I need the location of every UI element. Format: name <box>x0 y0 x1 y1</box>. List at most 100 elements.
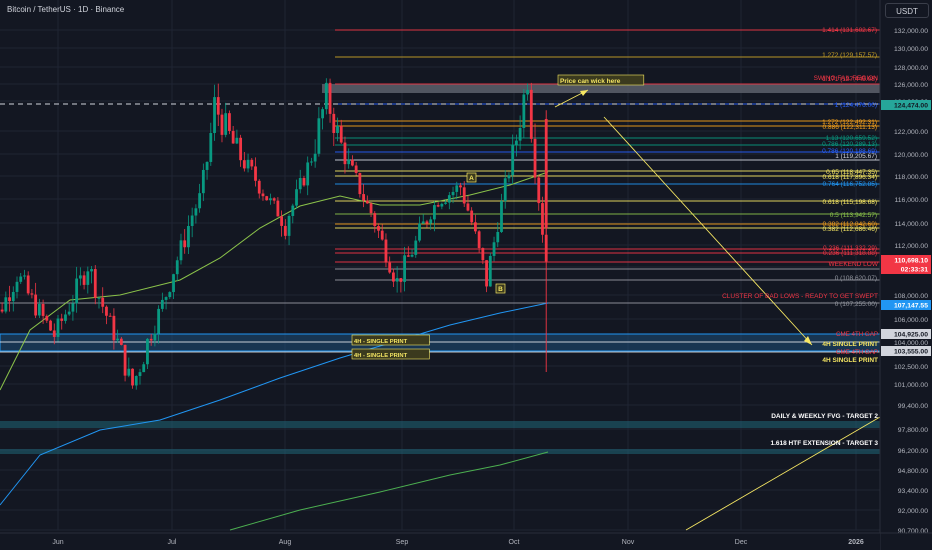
candle-body <box>377 226 380 231</box>
fib-label: 0.618 (117,896.34) <box>823 174 877 181</box>
candle-body <box>149 338 153 341</box>
candle-body <box>399 278 403 282</box>
candle-body <box>67 311 71 315</box>
candle-body <box>455 185 459 192</box>
swing-fail-zone <box>322 84 880 93</box>
candle-body <box>485 260 488 287</box>
candle-body <box>198 193 202 209</box>
target2-label: DAILY & WEEKLY FVG - TARGET 2 <box>771 413 878 420</box>
candle-body <box>280 216 284 226</box>
ext-target3-zone <box>0 449 880 454</box>
x-axis[interactable]: Jun Jul Aug Sep Oct Nov Dec 2026 <box>0 532 932 550</box>
candle-body <box>429 219 433 224</box>
fib-label: 0.764 (116,752.85) <box>823 181 877 188</box>
candle-body <box>380 230 384 240</box>
price-tag-last: 110,698.10 <box>894 258 928 265</box>
candle-body <box>23 275 26 277</box>
candle-body <box>369 203 373 214</box>
ma-short-line <box>0 171 549 391</box>
candle-body <box>105 306 108 316</box>
fib-label: 0.236 (111,332.29) <box>823 245 877 252</box>
candle-body <box>440 203 444 207</box>
fib-label: 0.236 (111,318.88) <box>823 250 877 257</box>
candle-body <box>71 303 75 312</box>
candle-body <box>541 203 544 235</box>
candle-body <box>276 200 280 217</box>
candle-body <box>339 125 343 143</box>
projection-arrow-head <box>804 336 812 345</box>
currency-button[interactable]: USDT <box>885 3 929 18</box>
candle-body <box>358 173 362 195</box>
horizontal-levels <box>0 29 880 304</box>
y-axis-tick: 112,000.00 <box>894 243 928 250</box>
fib-label: 1.414 (131,602.67) <box>822 27 877 34</box>
candle-body <box>500 201 503 232</box>
marker-b: B <box>498 286 503 293</box>
candle-body <box>187 225 190 248</box>
fib-label: 1.13 (120,659.52) <box>826 135 877 142</box>
y-axis-tick: 94,800.00 <box>898 468 928 475</box>
candle-body <box>194 208 198 216</box>
candle-body <box>15 281 19 292</box>
candle-body <box>231 130 235 144</box>
candle-body <box>30 293 34 295</box>
candle-body <box>123 344 127 376</box>
price-tag-level: 103,555.00 <box>894 349 928 356</box>
candle-body <box>239 137 243 161</box>
x-axis-tick: Jun <box>52 539 63 546</box>
fib-label: 0.886 (122,311.13) <box>823 124 877 131</box>
y-axis[interactable]: 132,000.00 130,000.00 128,000.00 126,000.00… <box>879 0 932 550</box>
candle-body <box>388 262 392 273</box>
candle-body <box>131 368 134 386</box>
candle-body <box>295 189 298 206</box>
candle-body <box>172 274 175 293</box>
fib-label: 0.786 (120,188.69) <box>822 148 877 155</box>
x-axis-tick: Oct <box>509 539 520 546</box>
candle-body <box>533 138 537 178</box>
candle-body <box>261 193 265 197</box>
ma-long-line <box>0 302 549 506</box>
candle-body <box>34 294 38 316</box>
x-axis-tick: Aug <box>279 539 292 546</box>
candle-body <box>392 272 395 282</box>
candle-body <box>56 318 60 337</box>
candle-body <box>45 315 49 321</box>
x-axis-tick: 2026 <box>848 539 864 546</box>
cme-gap-label-1: CME 4TH GAP <box>836 331 878 338</box>
marker-a: A <box>469 175 474 182</box>
candle-body <box>481 248 485 261</box>
candle-body <box>421 221 425 224</box>
y-axis-tick: 104,000.00 <box>894 340 928 347</box>
fib-label: 0 (107,255.00) <box>835 301 877 308</box>
fib-label: 1.272 (122,492.31) <box>822 119 877 126</box>
candle-body <box>451 191 455 196</box>
candle-body <box>142 364 146 373</box>
price-tag-bg <box>881 264 931 274</box>
candle-body <box>175 260 179 275</box>
candle-body <box>283 225 287 236</box>
candle-body <box>157 308 161 334</box>
single-print-box-2: 4H - SINGLE PRINT <box>354 353 408 359</box>
y-axis-tick: 97,800.00 <box>898 427 928 434</box>
price-tag-level: 104,925.00 <box>894 332 928 339</box>
candle-body <box>477 231 481 249</box>
candle-body <box>354 165 358 174</box>
candle-body <box>395 278 399 282</box>
annotations: Price can wick here SWING FAIL REGION WEEK… <box>351 74 881 531</box>
y-axis-tick: 108,000.00 <box>894 293 928 300</box>
candle-body <box>49 320 52 331</box>
candle-body <box>310 161 313 163</box>
single-print-box-2-box <box>351 348 430 360</box>
candle-body <box>373 213 377 227</box>
fib-label: 1 (124,476.00) <box>835 102 877 109</box>
candle-body <box>146 338 149 365</box>
projection-arrow-line <box>603 116 813 346</box>
candle-body <box>526 89 529 95</box>
candle-body <box>41 303 45 316</box>
candle-body <box>425 221 429 224</box>
fib-label: 1.272 (129,157.57) <box>822 52 877 59</box>
candle-body <box>287 215 291 236</box>
candle-body <box>254 166 257 181</box>
candle-body <box>179 240 183 261</box>
